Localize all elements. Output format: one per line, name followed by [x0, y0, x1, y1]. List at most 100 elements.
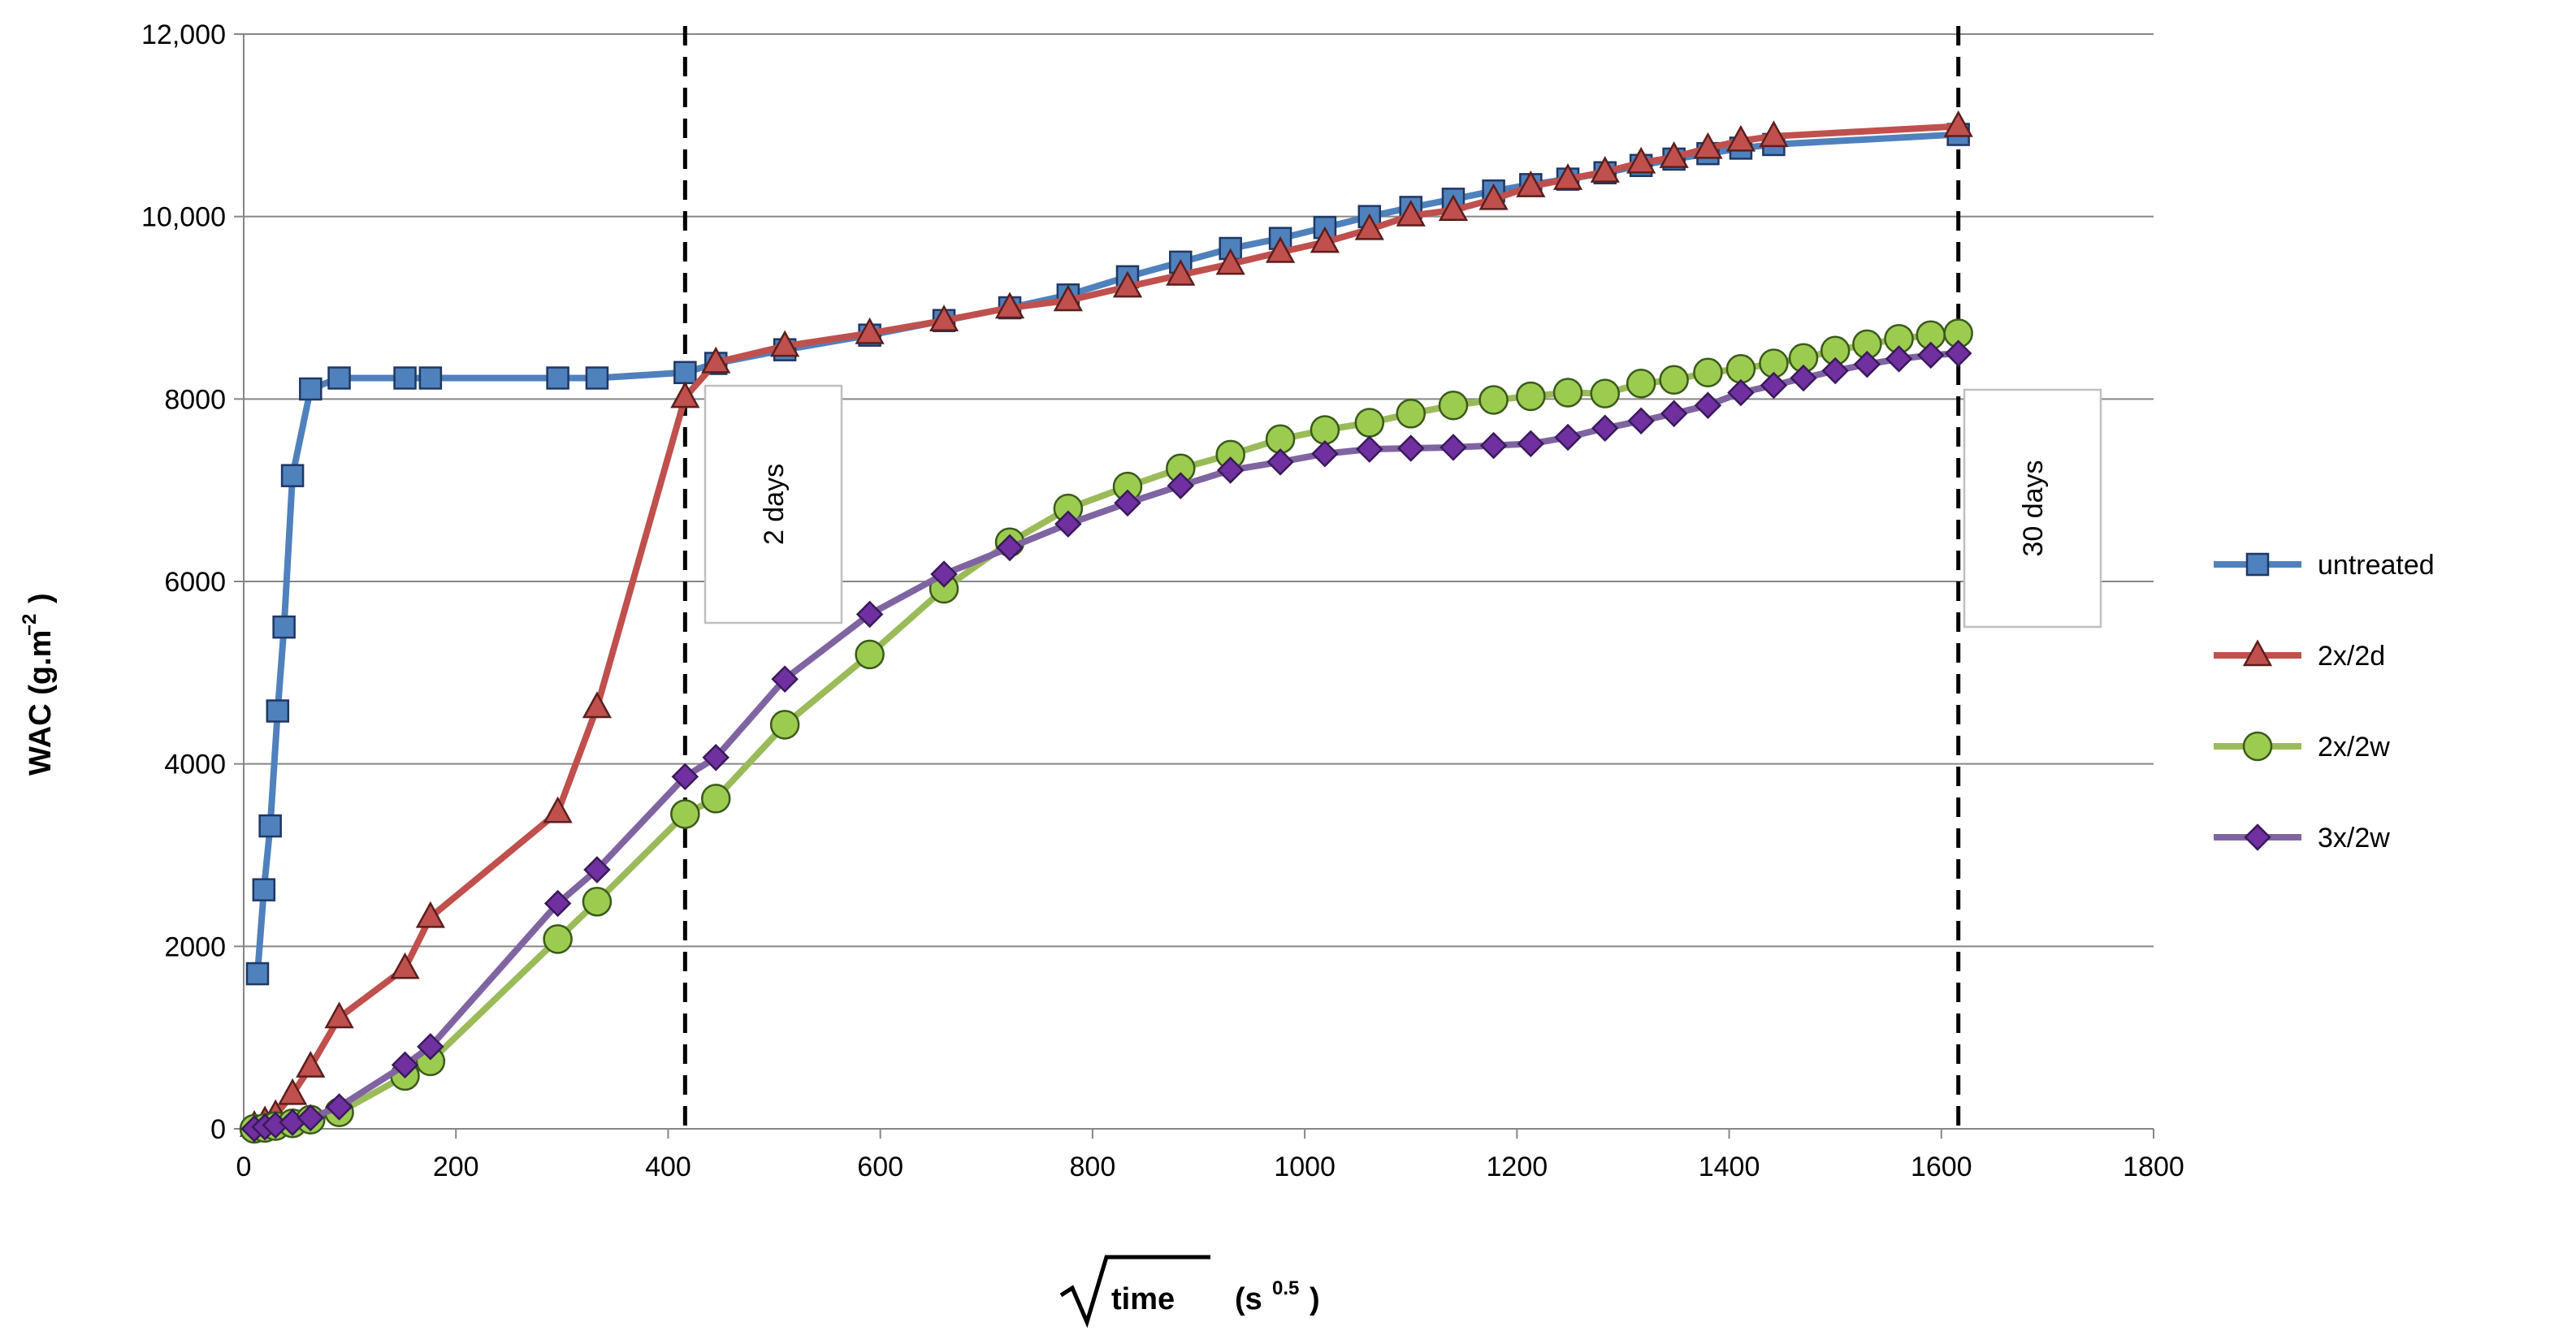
data-point [418, 366, 443, 390]
data-point [1693, 132, 1723, 159]
data-point [855, 639, 885, 670]
data-point [673, 361, 697, 385]
legend-label: untreated [2318, 550, 2435, 581]
data-point [1479, 431, 1508, 460]
data-point [1885, 345, 1913, 373]
data-point [1310, 415, 1340, 445]
data-point [1478, 183, 1509, 210]
data-point [701, 346, 731, 374]
data-point [1943, 110, 1973, 137]
x-tick-label: 1400 [1699, 1152, 1760, 1182]
data-point [1853, 350, 1881, 378]
x-tick-label: 1000 [1274, 1152, 1336, 1182]
legend-label: 2x/2d [2318, 641, 2385, 672]
data-point [996, 534, 1024, 562]
data-point [1659, 365, 1689, 395]
radical-sign-icon [1059, 1255, 1210, 1329]
data-point [1590, 378, 1620, 408]
y-tick-label: 2000 [164, 931, 226, 962]
data-point [1354, 213, 1384, 240]
data-point [297, 1104, 325, 1132]
data-point [1396, 199, 1426, 227]
data-point [1626, 368, 1656, 399]
data-point [1516, 381, 1546, 412]
x-axis-unit-exponent: 0.5 [1272, 1277, 1299, 1299]
annotation-label: 30 days [2018, 460, 2049, 556]
data-point [1516, 171, 1546, 197]
data-point [1694, 391, 1722, 419]
data-point [266, 699, 290, 723]
data-point [543, 889, 572, 918]
data-point [1693, 357, 1723, 388]
data-series [239, 110, 1973, 1144]
data-point [1438, 194, 1469, 222]
legend-swatch-marker [2245, 552, 2270, 577]
data-point [245, 962, 270, 986]
data-point [930, 560, 958, 588]
annotations: 2 days 30 days [704, 384, 2102, 629]
data-point [1725, 124, 1756, 152]
data-point [1916, 341, 1945, 369]
data-point [390, 952, 420, 979]
data-point [670, 381, 700, 408]
data-point [671, 763, 699, 791]
y-axis-label-close: ) [24, 593, 58, 603]
data-point [1216, 456, 1245, 484]
data-point [1552, 163, 1583, 190]
data-point [280, 464, 305, 487]
legend-label: 2x/2w [2318, 732, 2390, 763]
data-point [324, 1001, 354, 1029]
data-point [1790, 364, 1817, 392]
data-point [582, 887, 613, 917]
data-point [277, 1078, 308, 1105]
data-point [855, 600, 884, 629]
data-point [1517, 430, 1545, 458]
data-point [1760, 371, 1788, 400]
legend-item-3x-2w: 3x/2w [2214, 823, 2390, 854]
data-point [1759, 120, 1789, 148]
data-point [543, 796, 573, 823]
data-point [1266, 448, 1294, 476]
data-point [1166, 258, 1196, 286]
x-axis-unit: (s [1235, 1282, 1262, 1316]
data-point [1660, 400, 1688, 428]
data-point [1440, 434, 1467, 461]
data-point [855, 317, 885, 344]
data-point [327, 366, 351, 390]
data-point [769, 330, 800, 357]
data-point [415, 901, 445, 928]
data-point [1396, 399, 1426, 429]
legend: untreated 2x/2d 2x/2w 3x/2w [2214, 550, 2435, 854]
series-3x-2w [240, 339, 1972, 1143]
data-point [1265, 236, 1296, 263]
data-point [700, 784, 731, 814]
data-point [417, 1033, 444, 1061]
x-tick-label: 0 [236, 1152, 252, 1182]
reference-lines [682, 26, 1961, 1129]
y-tick-label: 12,000 [141, 19, 226, 50]
x-tick-label: 200 [433, 1152, 479, 1182]
data-point [252, 878, 276, 901]
x-tick-label: 400 [645, 1152, 691, 1182]
data-point [1310, 226, 1340, 253]
y-tick-label: 0 [210, 1114, 226, 1145]
data-point [1727, 378, 1755, 407]
data-point [1114, 489, 1141, 517]
data-point [582, 691, 613, 719]
data-point [929, 305, 959, 331]
series-line [251, 330, 1962, 1132]
data-point [702, 744, 730, 771]
data-point [272, 615, 296, 639]
y-tick-label: 6000 [164, 567, 226, 598]
legend-swatch-marker [2242, 639, 2273, 667]
data-point [1053, 284, 1083, 312]
data-point [771, 665, 799, 693]
x-tick-label: 800 [1070, 1152, 1116, 1182]
data-point [1356, 435, 1383, 463]
series-2x-2d [239, 110, 1973, 1137]
data-point [1591, 414, 1619, 443]
legend-item-untreated: untreated [2214, 550, 2435, 581]
annotation-label-group-1: 2 days [759, 464, 790, 545]
